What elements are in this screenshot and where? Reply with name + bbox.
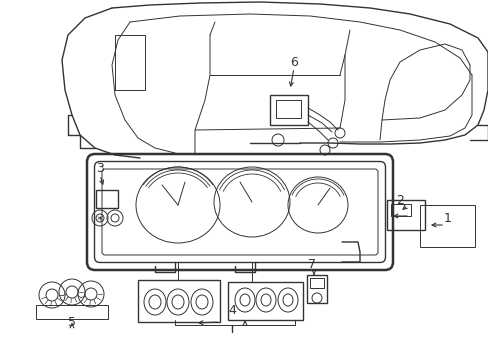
Bar — [419, 205, 474, 247]
Bar — [306, 275, 326, 303]
Bar — [96, 190, 118, 208]
Bar — [36, 305, 108, 319]
Text: 4: 4 — [227, 303, 235, 316]
Text: 2: 2 — [395, 194, 403, 207]
Bar — [386, 200, 424, 230]
Bar — [227, 282, 303, 320]
Text: 7: 7 — [307, 258, 315, 271]
Bar — [138, 280, 220, 322]
Bar — [275, 100, 301, 118]
Bar — [309, 278, 324, 288]
Text: 6: 6 — [289, 55, 297, 68]
Text: 3: 3 — [96, 162, 104, 175]
Text: 1: 1 — [443, 212, 451, 225]
Bar — [390, 204, 410, 216]
Bar — [115, 35, 145, 90]
Text: 5: 5 — [68, 315, 76, 328]
Bar — [269, 95, 307, 125]
